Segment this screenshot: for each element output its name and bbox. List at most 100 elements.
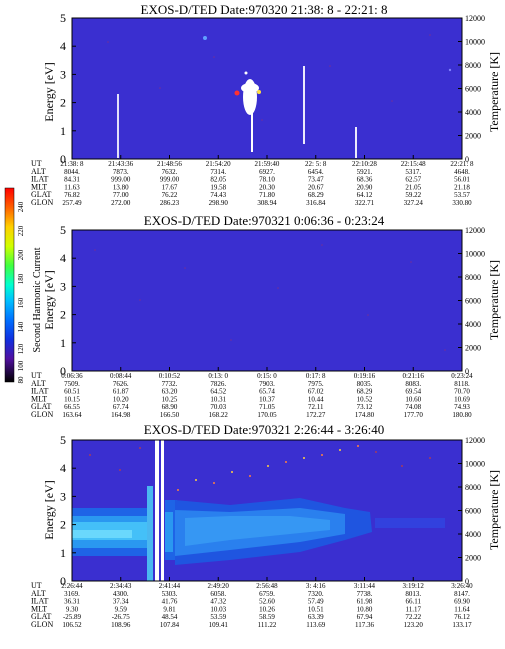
ephemeris-cell: 57.49 <box>308 598 324 606</box>
ephemeris-cell: 2:49:20 <box>208 582 230 590</box>
y-tick-label: 2 <box>60 518 66 532</box>
ephemeris-cell: 999.00 <box>111 176 131 184</box>
plot-area <box>71 439 463 582</box>
ephemeris-row-label: ILAT <box>31 387 48 396</box>
ephemeris-cell: 21.18 <box>454 183 470 191</box>
ephemeris-cell: 7314. <box>210 168 226 176</box>
ephemeris-cell: 109.41 <box>209 621 229 629</box>
ephemeris-cell: 72.22 <box>405 613 421 621</box>
ephemeris-cell: 73.47 <box>308 176 324 184</box>
colorbar-tick: 240 <box>17 201 25 212</box>
ephemeris-cell: 3: 4:16 <box>306 582 326 590</box>
y2-tick-label: 0 <box>465 367 469 376</box>
ephemeris-cell: 61.87 <box>113 388 129 396</box>
ephemeris-cell: 7738. <box>357 590 373 598</box>
y2-tick-label: 2000 <box>465 344 481 353</box>
ephemeris-row-label: ALT <box>31 167 46 176</box>
colorbar-tick: 160 <box>17 297 25 308</box>
ephemeris-row-label: GLAT <box>31 190 52 199</box>
y-tick-label: 1 <box>60 124 66 138</box>
ephemeris-cell: 272.00 <box>111 199 131 207</box>
y2-axis-ticks: 0 2000 4000 6000 8000 10000 12000 <box>458 436 485 586</box>
ephemeris-row-label: ILAT <box>31 175 48 184</box>
y2-tick-label: 0 <box>465 577 469 586</box>
ephemeris-cell: 0:19:16 <box>354 372 376 380</box>
y2-tick-label: 6000 <box>465 507 481 516</box>
panel-title: EXOS-D/TED Date:970321 2:26:44 - 3:26:40 <box>144 422 384 437</box>
ephemeris-cell: 166.50 <box>160 411 180 419</box>
ephemeris-cell: 68.90 <box>162 403 178 411</box>
ephemeris-cell: 10.51 <box>308 605 324 613</box>
ephemeris-cell: 6759. <box>259 590 275 598</box>
ephemeris-cell: 10.69 <box>454 395 470 403</box>
ephemeris-cell: 164.98 <box>111 411 131 419</box>
spectrogram-speckle <box>94 244 446 351</box>
y-tick-label: 3 <box>60 67 66 81</box>
ephemeris-cell: 4300. <box>113 590 129 598</box>
ephemeris-cell: 9.81 <box>163 605 176 613</box>
ephemeris-cell: 174.80 <box>355 411 375 419</box>
ephemeris-cell: 77.00 <box>113 191 129 199</box>
y2-tick-label: 4000 <box>465 530 481 539</box>
ephemeris-cell: 2:56:48 <box>256 582 278 590</box>
y-axis-ticks: 0 1 2 3 4 5 <box>60 433 76 588</box>
ephemeris-cell: 10.37 <box>259 395 275 403</box>
ephemeris-cell: 6454. <box>308 168 324 176</box>
ephemeris-cell: 21:38: 8 <box>60 160 84 168</box>
ephemeris-row-label: ALT <box>31 589 46 598</box>
x-axis-ticks <box>71 577 463 581</box>
spectrogram-background <box>72 230 462 371</box>
colorbar-tick: 220 <box>17 225 25 236</box>
ephemeris-cell: 7626. <box>113 380 129 388</box>
ephemeris-cell: 6927. <box>259 168 275 176</box>
ephemeris-cell: 21:48:56 <box>157 160 182 168</box>
ephemeris-cell: 8147. <box>454 590 470 598</box>
ephemeris-cell: 41.76 <box>162 598 178 606</box>
y2-axis-label: Temperature [K] <box>487 260 501 340</box>
ephemeris-cell: 60.51 <box>64 388 80 396</box>
ephemeris-cell: 59.22 <box>405 191 421 199</box>
ephemeris-cell: 0:06:36 <box>61 372 83 380</box>
y-tick-label: 0 <box>60 152 66 166</box>
y-tick-label: 4 <box>60 461 66 475</box>
y2-tick-label: 10000 <box>465 250 485 259</box>
ephemeris-cell: 107.84 <box>160 621 180 629</box>
ephemeris-cell: 308.94 <box>257 199 277 207</box>
ephemeris-cell: 0:15: 0 <box>257 372 277 380</box>
ephemeris-cell: 3169. <box>64 590 80 598</box>
ephemeris-cell: 172.27 <box>306 411 326 419</box>
y2-tick-label: 2000 <box>465 132 481 141</box>
ephemeris-cell: 9.30 <box>66 605 79 613</box>
ephemeris-cell: 67.02 <box>308 388 324 396</box>
ephemeris-cell: 7826. <box>210 380 226 388</box>
y2-tick-label: 12000 <box>465 14 485 23</box>
ephemeris-cell: 168.22 <box>209 411 229 419</box>
y2-axis-ticks: 0 2000 4000 6000 8000 10000 12000 <box>458 14 485 164</box>
ephemeris-cell: 21:43:36 <box>108 160 133 168</box>
y2-tick-label: 0 <box>465 155 469 164</box>
ephemeris-cell: 286.23 <box>160 199 180 207</box>
panel-title: EXOS-D/TED Date:970320 21:38: 8 - 22:21:… <box>141 2 388 17</box>
ephemeris-cell: 999.00 <box>160 176 180 184</box>
panel-title: EXOS-D/TED Date:970321 0:06:36 - 0:23:24 <box>144 213 385 228</box>
y-tick-label: 2 <box>60 308 66 322</box>
ephemeris-cell: 20.90 <box>357 183 373 191</box>
y-tick-label: 5 <box>60 223 66 237</box>
ephemeris-cell: 5303. <box>162 590 178 598</box>
y2-tick-label: 4000 <box>465 320 481 329</box>
y-axis-label: Energy [eV] <box>42 62 56 121</box>
data-gap <box>355 127 357 158</box>
ephemeris-cell: 22:10:28 <box>352 160 377 168</box>
ephemeris-row-label: UT <box>31 371 42 380</box>
ephemeris-row-label: ILAT <box>31 597 48 606</box>
ephemeris-row-label: MLT <box>31 604 47 613</box>
ephemeris-cell: 11.63 <box>64 183 80 191</box>
ephemeris-cell: 8083. <box>405 380 421 388</box>
ephemeris-cell: 13.80 <box>113 183 129 191</box>
ephemeris-cell: 70.03 <box>210 403 226 411</box>
ephemeris-row-label: ALT <box>31 379 46 388</box>
panel-2: EXOS-D/TED Date:970321 0:06:36 - 0:23:24… <box>31 213 501 419</box>
ephemeris-row-label: GLAT <box>31 612 52 621</box>
